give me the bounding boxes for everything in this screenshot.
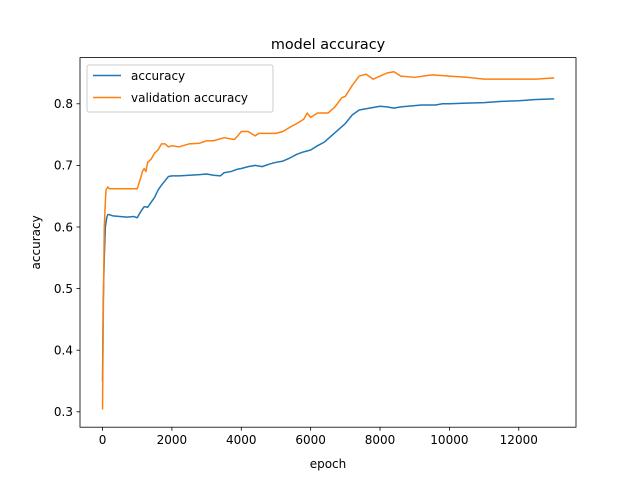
legend-label-accuracy: accuracy — [131, 69, 185, 83]
x-axis: 0 2000 4000 6000 8000 10000 12000 — [99, 427, 538, 447]
x-tick-label: 12000 — [500, 433, 538, 447]
legend-label-validation-accuracy: validation accuracy — [131, 91, 248, 105]
legend: accuracy validation accuracy — [86, 64, 274, 113]
y-tick-label: 0.5 — [54, 282, 73, 296]
x-tick-label: 10000 — [430, 433, 468, 447]
x-tick-label: 8000 — [365, 433, 396, 447]
series-line-validation-accuracy — [101, 71, 555, 410]
plot-area — [79, 57, 577, 428]
y-tick-label: 0.7 — [54, 159, 73, 173]
chart-title: model accuracy — [271, 37, 386, 53]
legend-box — [86, 64, 274, 113]
y-tick-label: 0.3 — [54, 405, 73, 419]
x-axis-label: epoch — [310, 457, 347, 471]
x-tick-label: 2000 — [157, 433, 188, 447]
series-line-accuracy — [101, 98, 555, 382]
x-tick-label: 6000 — [295, 433, 326, 447]
series-layer — [101, 71, 555, 410]
y-axis: 0.3 0.4 0.5 0.6 0.7 0.8 — [54, 97, 80, 419]
y-axis-label: accuracy — [29, 215, 43, 269]
x-tick-label: 4000 — [226, 433, 257, 447]
plot-frame — [79, 57, 577, 428]
y-tick-label: 0.8 — [54, 97, 73, 111]
x-tick-label: 0 — [99, 433, 107, 447]
y-tick-label: 0.4 — [54, 344, 73, 358]
y-tick-label: 0.6 — [54, 220, 73, 234]
